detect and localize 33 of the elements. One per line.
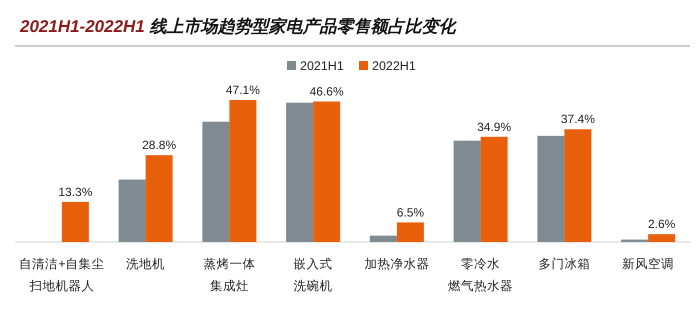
bar xyxy=(202,122,230,242)
x-tick-label: 加热净水器 xyxy=(364,257,430,271)
bar xyxy=(648,234,676,242)
x-tick-label: 洗地机 xyxy=(126,257,166,271)
bar xyxy=(62,202,89,242)
bar xyxy=(396,222,424,242)
x-tick-label: 零冷水燃气热水器 xyxy=(448,257,514,293)
data-label: 6.5% xyxy=(396,205,424,220)
x-tick-label: 蒸烤一体集成灶 xyxy=(203,257,256,293)
bar xyxy=(146,155,173,242)
bar xyxy=(564,129,592,242)
x-tick-label: 嵌入式洗碗机 xyxy=(294,257,333,293)
bar xyxy=(286,102,314,242)
bar xyxy=(370,236,397,242)
data-label: 47.1% xyxy=(226,83,260,97)
chart-title: 2021H1-2022H1 线上市场趋势型家电产品零售额占比变化 xyxy=(19,17,458,36)
data-label: 13.3% xyxy=(58,184,93,199)
bar xyxy=(118,180,146,242)
x-tick-label: 新风空调 xyxy=(622,257,674,271)
bar xyxy=(537,136,564,242)
bar xyxy=(454,140,481,242)
data-label: 46.6% xyxy=(310,84,344,99)
legend-label: 2022H1 xyxy=(372,59,416,73)
data-label: 37.4% xyxy=(560,112,596,126)
data-label: 28.8% xyxy=(142,138,176,152)
bar xyxy=(313,102,340,242)
data-label: 34.9% xyxy=(477,120,512,134)
legend-label: 2021H1 xyxy=(300,59,344,73)
x-tick-label: 多门冰箱 xyxy=(538,256,590,271)
data-label: 2.6% xyxy=(648,217,676,232)
x-tick-label: 自清洁+自集尘扫地机器人 xyxy=(19,257,105,293)
bar xyxy=(480,136,508,242)
bar xyxy=(229,100,256,242)
